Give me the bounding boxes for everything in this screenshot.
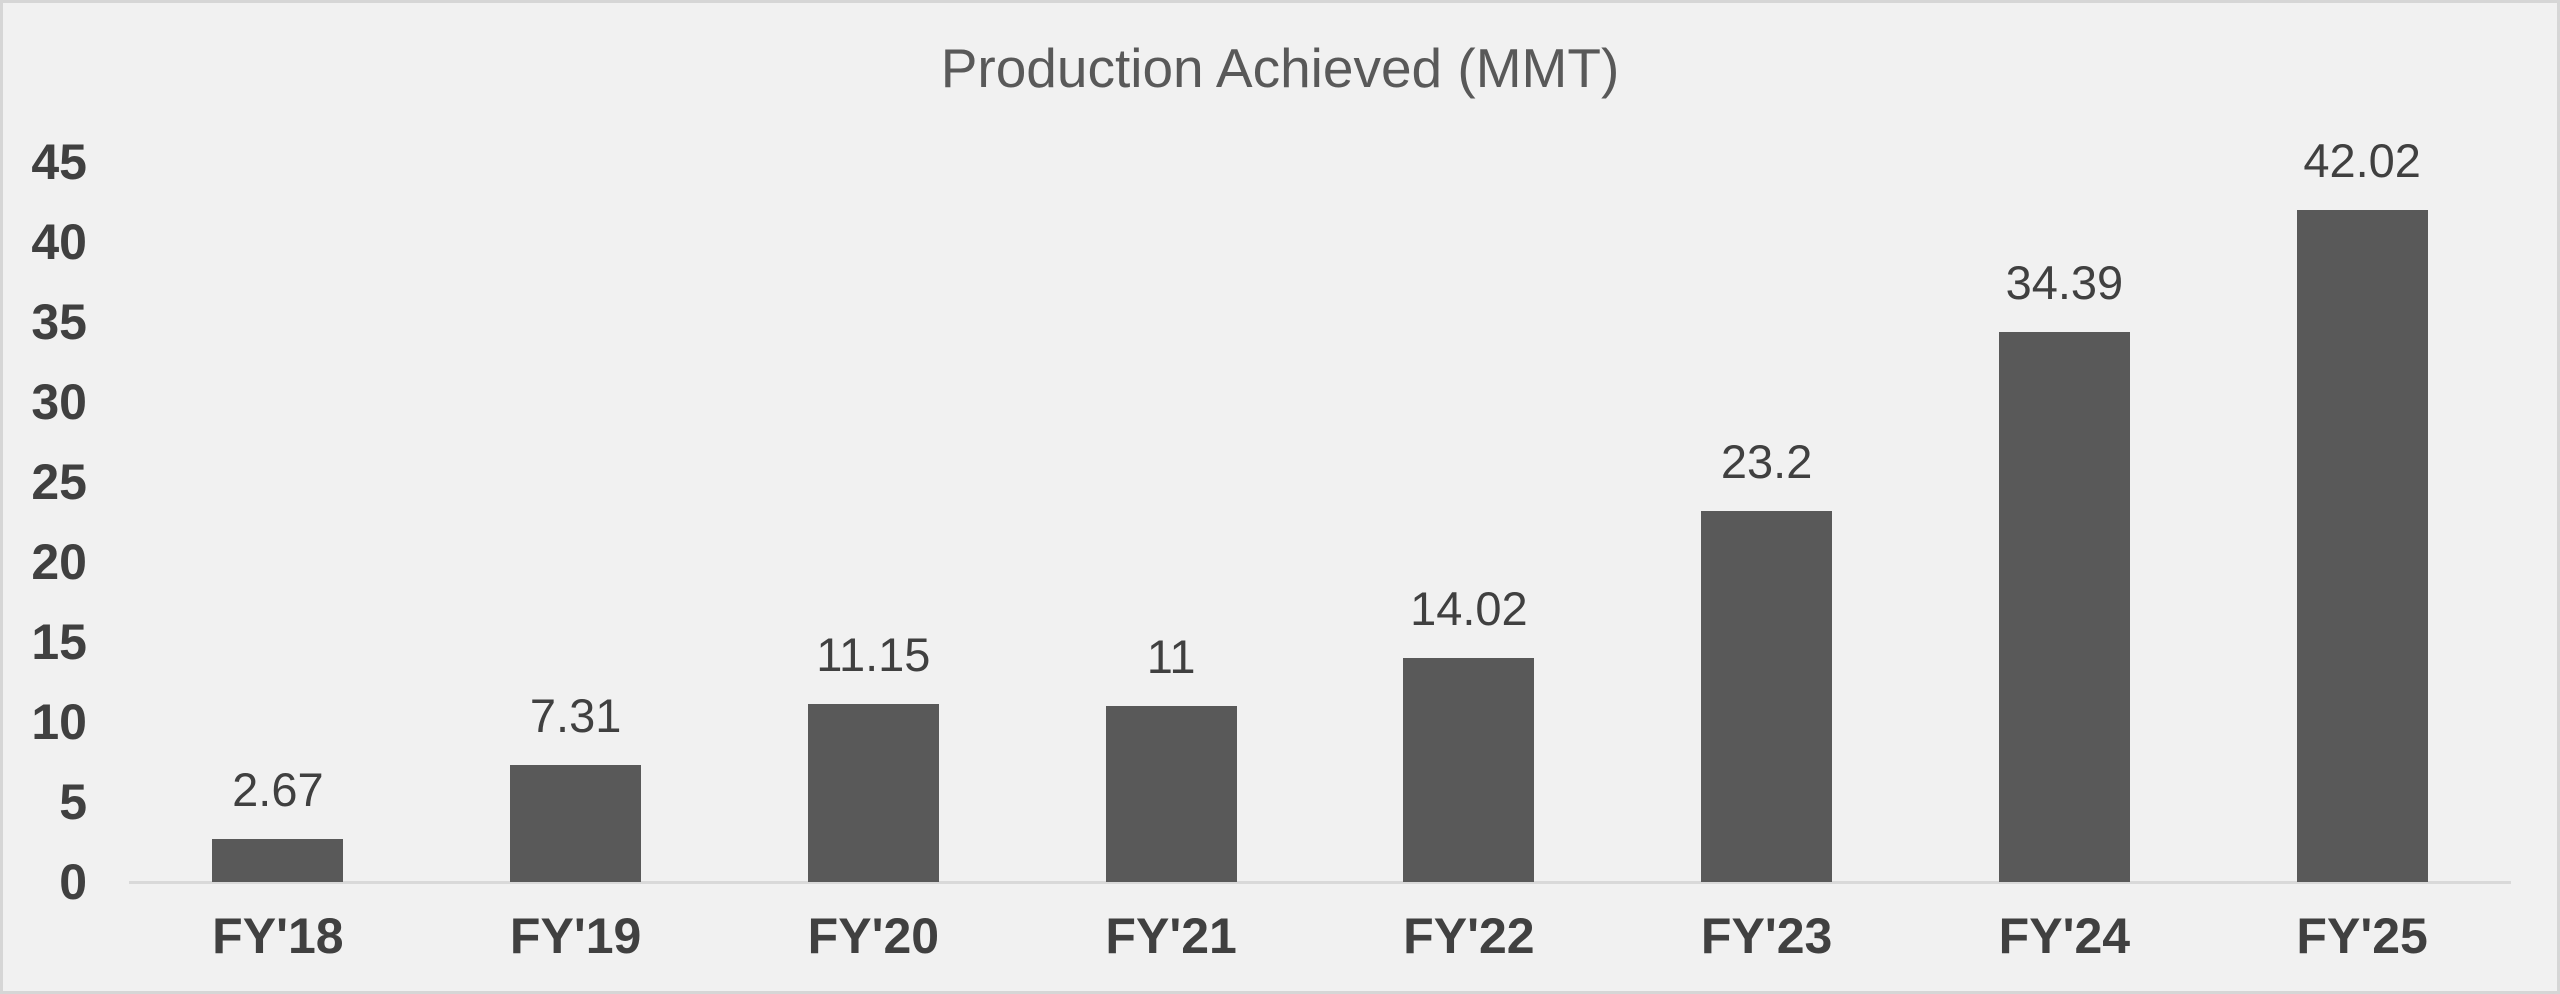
bar-FY'21: [1105, 706, 1237, 882]
bar-value-label: 42.02: [2303, 133, 2421, 187]
chart-title: Production Achieved (MMT): [940, 37, 1620, 99]
bar-FY'19: [510, 765, 642, 882]
bar-FY'24: [1998, 331, 2130, 882]
bar-value-label: 11.15: [816, 627, 931, 681]
y-axis-tick-label: 45: [31, 134, 87, 190]
bar-FY'20: [807, 703, 939, 882]
x-axis-category-label: FY'22: [1403, 908, 1535, 964]
x-axis-category-label: FY'19: [509, 908, 642, 964]
y-axis-tick-label: 25: [31, 454, 87, 510]
bar-FY'25: [2296, 209, 2428, 882]
y-axis-tick-label: 30: [31, 374, 87, 430]
y-axis-tick-label: 0: [59, 854, 87, 910]
bar-value-label: 2.67: [232, 763, 324, 817]
bar-FY'23: [1701, 510, 1833, 882]
bar-FY'18: [212, 839, 344, 882]
bar-value-label: 7.31: [529, 689, 622, 743]
y-axis-tick-label: 40: [31, 214, 87, 270]
bar-value-label: 14.02: [1410, 581, 1528, 635]
bar-value-label: 23.2: [1720, 434, 1813, 488]
y-axis-tick-label: 5: [59, 774, 87, 830]
x-axis-category-label: FY'23: [1700, 908, 1833, 964]
bar-value-label: 11: [1146, 630, 1196, 683]
y-axis-tick-label: 15: [31, 614, 87, 670]
x-axis-category-label: FY'21: [1105, 908, 1237, 964]
bar-value-label: 34.39: [2005, 255, 2124, 309]
x-axis-category-label: FY'20: [807, 908, 940, 964]
bar-FY'22: [1403, 657, 1535, 882]
y-axis-tick-label: 10: [31, 694, 87, 750]
y-axis-tick-label: 20: [31, 534, 87, 590]
x-axis-category-label: FY'18: [212, 908, 344, 964]
x-axis-category-label: FY'25: [2296, 908, 2428, 964]
x-axis-category-label: FY'24: [1998, 908, 2131, 964]
y-axis-tick-label: 35: [31, 294, 87, 350]
x-axis-line: [129, 881, 2511, 884]
